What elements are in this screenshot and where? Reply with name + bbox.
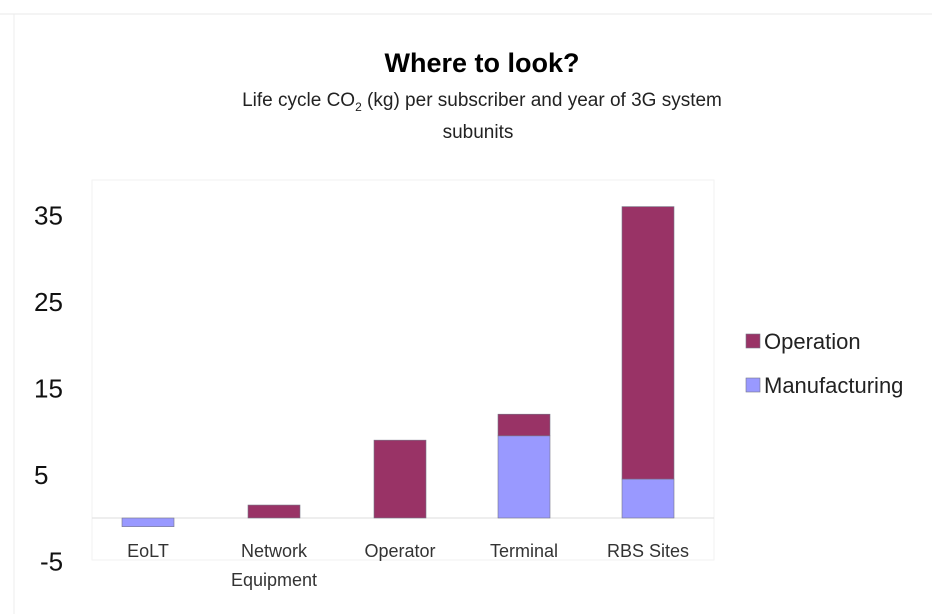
chart-subtitle-part1: Life cycle CO: [242, 90, 355, 111]
y-tick-label: 15: [34, 373, 63, 403]
category-labels: EoLT Network Equipment Operator Terminal RBS …: [127, 541, 689, 590]
category-label: RBS Sites: [607, 541, 689, 561]
legend: Operation Manufacturing: [745, 329, 903, 398]
category-label: Network: [241, 541, 308, 561]
category-label: Terminal: [490, 541, 558, 561]
bar-operation-4: [621, 206, 675, 480]
category-label-line2: Equipment: [231, 570, 317, 590]
y-tick-label: 5: [34, 460, 48, 490]
legend-label-manufacturing: Manufacturing: [764, 373, 903, 398]
chart-subtitle-subscript: 2: [355, 100, 362, 114]
bar-operation-2: [373, 439, 427, 519]
bar-operation-3: [497, 413, 551, 437]
bar-manufacturing-3: [497, 435, 551, 519]
legend-swatch-operation: [745, 333, 761, 349]
y-tick-label: 25: [34, 287, 63, 317]
legend-label-operation: Operation: [764, 329, 861, 354]
chart-subtitle-line2: subunits: [443, 122, 514, 143]
chart-subtitle-part2: (kg) per subscriber and year of 3G syste…: [362, 90, 722, 111]
category-label: EoLT: [127, 541, 169, 561]
y-tick-label: 35: [34, 200, 63, 230]
bar-operation-1: [247, 504, 301, 519]
chart-title: Where to look?: [385, 48, 580, 78]
chart-subtitle-line1: Life cycle CO2 (kg) per subscriber and y…: [242, 90, 722, 114]
y-tick-label: -5: [40, 546, 63, 576]
y-axis-ticks: 35 25 15 5 -5: [34, 200, 63, 576]
category-label: Operator: [364, 541, 435, 561]
legend-swatch-manufacturing: [745, 377, 761, 393]
bar-manufacturing-4: [621, 478, 675, 519]
bars: [121, 206, 675, 527]
bar-manufacturing-0: [121, 517, 175, 527]
plot-area: [91, 179, 715, 561]
